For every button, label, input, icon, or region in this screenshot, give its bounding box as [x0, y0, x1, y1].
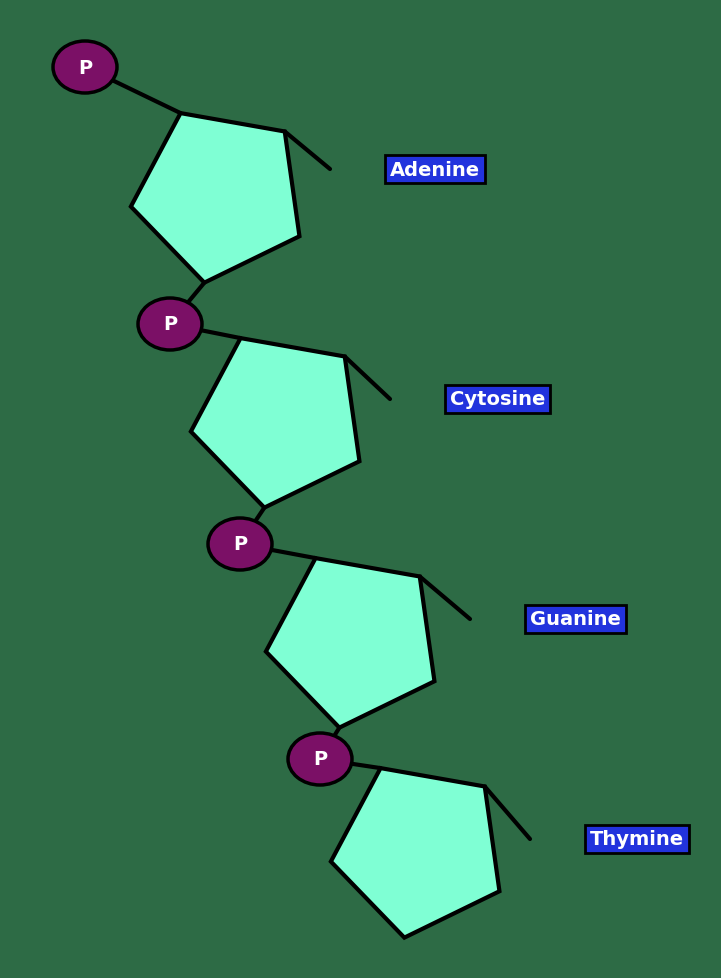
- Text: P: P: [313, 750, 327, 769]
- Text: P: P: [78, 59, 92, 77]
- Text: P: P: [233, 535, 247, 554]
- Polygon shape: [266, 558, 435, 728]
- Text: Guanine: Guanine: [530, 610, 621, 629]
- Ellipse shape: [288, 734, 352, 785]
- Polygon shape: [131, 114, 299, 284]
- Ellipse shape: [208, 518, 272, 570]
- Polygon shape: [191, 338, 360, 509]
- Text: Adenine: Adenine: [390, 160, 480, 179]
- Text: Cytosine: Cytosine: [450, 390, 545, 409]
- Ellipse shape: [53, 42, 117, 94]
- Text: P: P: [163, 315, 177, 334]
- Polygon shape: [331, 769, 500, 938]
- Ellipse shape: [138, 298, 202, 351]
- Text: Thymine: Thymine: [590, 829, 684, 849]
